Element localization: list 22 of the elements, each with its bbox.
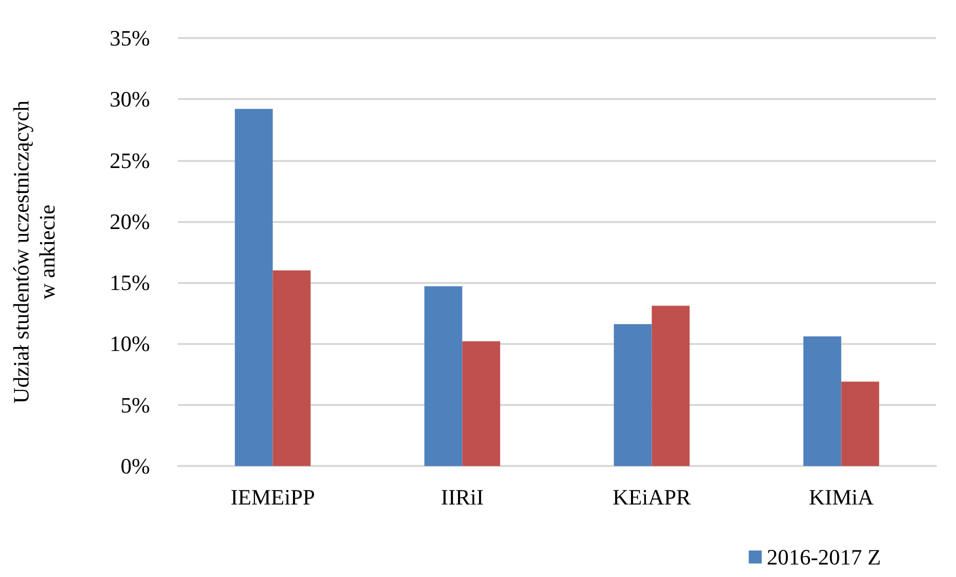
bar xyxy=(652,306,690,466)
bar xyxy=(614,324,652,466)
x-tick-label: IEMEiPP xyxy=(230,484,315,510)
y-tick-label: 10% xyxy=(110,331,150,356)
y-tick-label: 20% xyxy=(110,208,150,234)
legend-label: 2016-2017 Z xyxy=(766,544,881,570)
y-tick-label: 0% xyxy=(120,454,150,478)
x-tick-label: IIRiI xyxy=(440,484,484,510)
y-tick-label: 5% xyxy=(120,392,150,418)
bar xyxy=(462,341,500,466)
bar xyxy=(234,108,273,466)
x-tick-label: KIMiA xyxy=(808,484,874,510)
bar xyxy=(272,270,311,466)
y-axis-title: Udział studentów uczestniczących w ankiecie xyxy=(8,100,60,404)
bar xyxy=(424,286,462,466)
y-tick-label: 30% xyxy=(110,86,150,112)
x-tick-label: KEiAPR xyxy=(612,484,692,510)
y-tick-label: 35% xyxy=(110,26,150,50)
y-tick-label: 15% xyxy=(110,270,150,296)
bar xyxy=(841,382,880,466)
bar xyxy=(803,336,842,466)
y-tick-label: 25% xyxy=(110,148,150,173)
